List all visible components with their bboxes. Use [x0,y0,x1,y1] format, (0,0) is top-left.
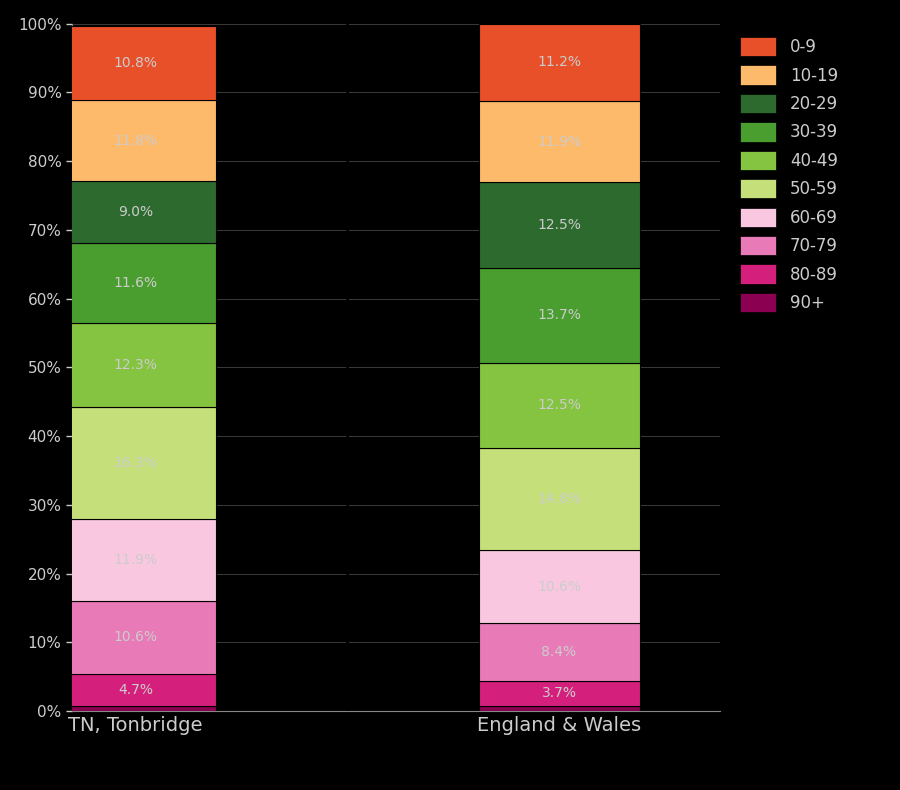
Bar [55,100,216,181]
Bar [479,623,640,681]
Bar [55,181,216,243]
Legend: 0-9, 10-19, 20-29, 30-39, 40-49, 50-59, 60-69, 70-79, 80-89, 90+: 0-9, 10-19, 20-29, 30-39, 40-49, 50-59, … [734,32,843,317]
Text: 4.7%: 4.7% [118,683,153,697]
Bar [55,407,216,519]
Text: 12.5%: 12.5% [537,218,581,232]
Bar [55,674,216,706]
Bar [55,519,216,601]
Text: 12.5%: 12.5% [537,398,581,412]
Text: 10.6%: 10.6% [537,580,581,593]
Text: 11.8%: 11.8% [113,134,158,148]
Text: 10.6%: 10.6% [113,630,158,645]
Bar [479,100,640,182]
Bar [55,243,216,322]
Text: 13.7%: 13.7% [537,308,581,322]
Text: 11.9%: 11.9% [537,134,581,149]
Bar [479,449,640,550]
Bar [479,182,640,269]
Bar [479,269,640,363]
Text: 14.8%: 14.8% [537,492,581,506]
Bar [479,24,640,100]
Text: 11.2%: 11.2% [537,55,581,70]
Text: 16.3%: 16.3% [113,457,158,470]
Text: 11.6%: 11.6% [113,276,158,290]
Text: 10.8%: 10.8% [113,56,158,70]
Bar [55,26,216,100]
Bar [55,601,216,674]
Bar [479,550,640,623]
Text: 11.9%: 11.9% [113,553,158,567]
Text: 9.0%: 9.0% [118,205,153,219]
Bar [479,363,640,449]
Bar [55,706,216,711]
Text: 8.4%: 8.4% [542,645,577,659]
Bar [55,322,216,407]
Text: 12.3%: 12.3% [113,358,158,372]
Bar [479,706,640,711]
Bar [479,681,640,706]
Text: 3.7%: 3.7% [542,687,577,701]
